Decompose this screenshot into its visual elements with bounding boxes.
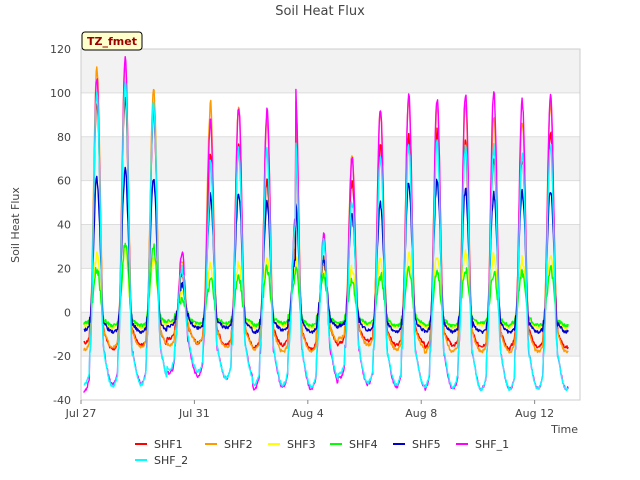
y-tick-label: 20: [57, 262, 71, 275]
y-tick-label: 120: [50, 43, 71, 56]
series-line-shf-2: [83, 81, 569, 392]
y-tick-label: 60: [57, 175, 71, 188]
y-tick-label: -40: [53, 394, 71, 407]
y-tick-label: -20: [53, 350, 71, 363]
grid-band: [81, 49, 580, 93]
y-axis-label: Soil Heat Flux: [9, 187, 22, 263]
legend-label: SHF3: [287, 438, 316, 451]
y-tick-label: 80: [57, 131, 71, 144]
x-axis-label: Time: [550, 423, 578, 436]
chart-title: Soil Heat Flux: [275, 4, 365, 19]
series-lines: [83, 56, 569, 393]
x-tick-label: Aug 12: [515, 407, 554, 420]
site-badge-label: TZ_fmet: [87, 35, 137, 48]
site-badge: TZ_fmet: [81, 31, 143, 51]
legend-label: SHF_2: [154, 454, 188, 467]
x-tick-label: Aug 8: [405, 407, 437, 420]
y-tick-label: 0: [64, 306, 71, 319]
x-axis-ticks: Jul 27 Jul 31 Aug 4 Aug 8 Aug 12: [65, 400, 554, 420]
legend: SHF1 SHF2 SHF3 SHF4 SHF5 SHF_1 SHF_2: [135, 438, 509, 467]
legend-label: SHF_1: [475, 438, 509, 451]
y-tick-label: 40: [57, 219, 71, 232]
x-tick-label: Jul 31: [178, 407, 210, 420]
x-tick-label: Aug 4: [292, 407, 324, 420]
y-tick-label: 100: [50, 87, 71, 100]
plot-frame: [80, 48, 581, 401]
legend-label: SHF5: [412, 438, 441, 451]
x-tick-label: Jul 27: [65, 407, 97, 420]
legend-label: SHF2: [224, 438, 253, 451]
legend-label: SHF1: [154, 438, 183, 451]
y-axis-ticks: -40 -20 0 20 40 60 80 100 120: [50, 43, 71, 407]
legend-label: SHF4: [349, 438, 378, 451]
